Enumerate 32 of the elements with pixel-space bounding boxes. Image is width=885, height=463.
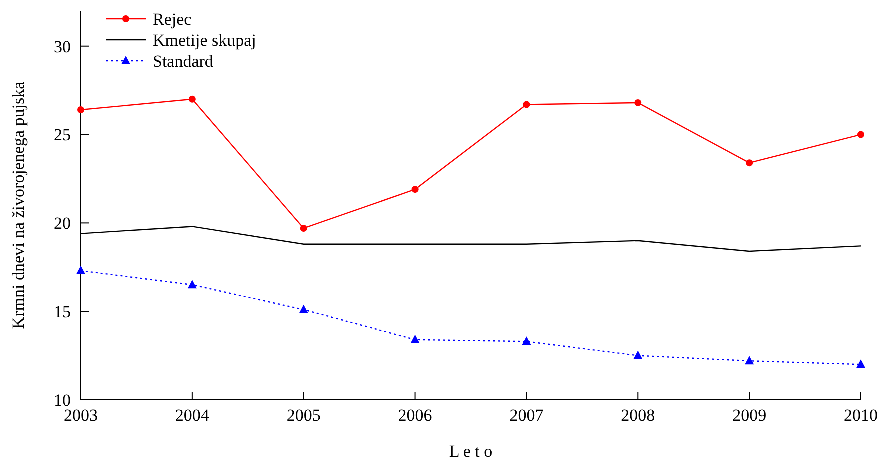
point bbox=[634, 350, 643, 360]
x-tick-label: 2009 bbox=[732, 406, 767, 425]
x-axis-title: L e t o bbox=[449, 442, 493, 461]
y-tick-label: 25 bbox=[54, 126, 71, 145]
y-tick-label: 20 bbox=[54, 214, 71, 234]
point bbox=[76, 266, 86, 274]
x-tick-label: 2006 bbox=[398, 406, 432, 425]
point bbox=[522, 336, 532, 346]
legend-label: Rejec bbox=[153, 10, 192, 29]
point bbox=[299, 304, 308, 314]
y-tick-label: 15 bbox=[54, 302, 71, 322]
point bbox=[856, 360, 866, 368]
legend-label: Standard bbox=[153, 52, 214, 71]
x-tick-label: 2004 bbox=[175, 406, 210, 425]
point bbox=[78, 106, 84, 114]
y-tick-label: 30 bbox=[54, 37, 71, 56]
y-axis-title: Krmni dnevi na živorojenega pujska bbox=[9, 81, 28, 330]
point bbox=[410, 334, 420, 344]
point bbox=[188, 96, 196, 103]
point bbox=[746, 160, 754, 167]
legend-label: Kmetije skupaj bbox=[153, 30, 256, 50]
point bbox=[634, 99, 642, 106]
point bbox=[300, 224, 308, 232]
x-tick-label: 2008 bbox=[621, 406, 656, 425]
point bbox=[745, 356, 754, 365]
point bbox=[858, 131, 864, 138]
point bbox=[523, 101, 530, 108]
point bbox=[188, 280, 197, 289]
x-tick-label: 2010 bbox=[844, 406, 878, 425]
x-tick-label: 2007 bbox=[510, 406, 544, 425]
point bbox=[412, 186, 419, 194]
x-tick-label: 2005 bbox=[286, 406, 321, 425]
